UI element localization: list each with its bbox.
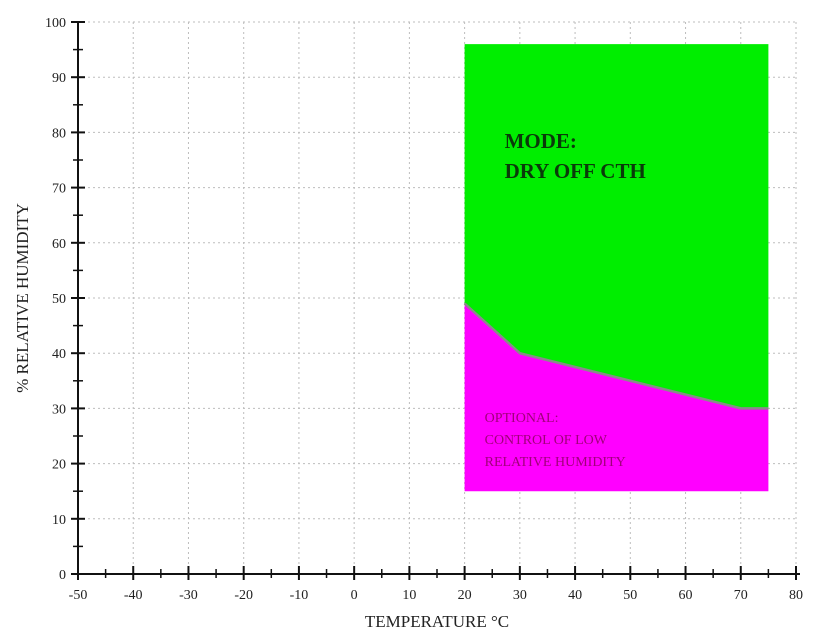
y-tick-label: 40 bbox=[52, 347, 66, 362]
region-dry-off-cth bbox=[464, 44, 769, 409]
x-tick-label: -10 bbox=[290, 588, 309, 603]
y-tick-label: 20 bbox=[52, 458, 66, 473]
x-tick-label: 30 bbox=[513, 588, 527, 603]
mode-label-line: MODE: bbox=[505, 129, 577, 153]
optional-label-line: RELATIVE HUMIDITY bbox=[485, 455, 626, 470]
x-axis-ticks: -50 -40 -30 -20 -10 0 10 20 30 40 50 60 70 80 bbox=[69, 566, 803, 603]
x-axis-title: TEMPERATURE °C bbox=[365, 612, 509, 631]
y-axis-ticks: 0 10 20 30 40 50 60 70 80 90 100 bbox=[45, 16, 85, 583]
x-tick-label: -40 bbox=[124, 588, 143, 603]
x-tick-label: 10 bbox=[402, 588, 416, 603]
x-tick-label: 20 bbox=[458, 588, 472, 603]
y-tick-label: 10 bbox=[52, 513, 66, 528]
y-tick-label: 90 bbox=[52, 71, 66, 86]
y-tick-label: 30 bbox=[52, 402, 66, 417]
mode-label-line: DRY OFF CTH bbox=[505, 159, 646, 183]
x-tick-label: -30 bbox=[179, 588, 198, 603]
y-tick-label: 50 bbox=[52, 292, 66, 307]
y-tick-label: 70 bbox=[52, 182, 66, 197]
y-tick-label: 0 bbox=[59, 568, 66, 583]
x-tick-label: -50 bbox=[69, 588, 88, 603]
region-optional-low-humidity bbox=[464, 303, 769, 492]
x-tick-label: 70 bbox=[734, 588, 748, 603]
x-tick-label: 80 bbox=[789, 588, 803, 603]
region-boundary-line bbox=[463, 302, 769, 410]
region-labels: MODE: DRY OFF CTH OPTIONAL: CONTROL OF LOW R… bbox=[485, 129, 646, 470]
optional-label-line: CONTROL OF LOW bbox=[485, 433, 608, 448]
x-tick-label: 50 bbox=[623, 588, 637, 603]
y-tick-label: 100 bbox=[45, 16, 66, 31]
y-axis-title: % RELATIVE HUMIDITY bbox=[13, 203, 32, 393]
x-tick-label: 60 bbox=[679, 588, 693, 603]
y-tick-label: 60 bbox=[52, 237, 66, 252]
x-tick-label: -20 bbox=[234, 588, 253, 603]
x-tick-label: 40 bbox=[568, 588, 582, 603]
y-tick-label: 80 bbox=[52, 126, 66, 141]
x-tick-label: 0 bbox=[351, 588, 358, 603]
chart-regions bbox=[463, 44, 769, 492]
optional-label-line: OPTIONAL: bbox=[485, 411, 559, 426]
